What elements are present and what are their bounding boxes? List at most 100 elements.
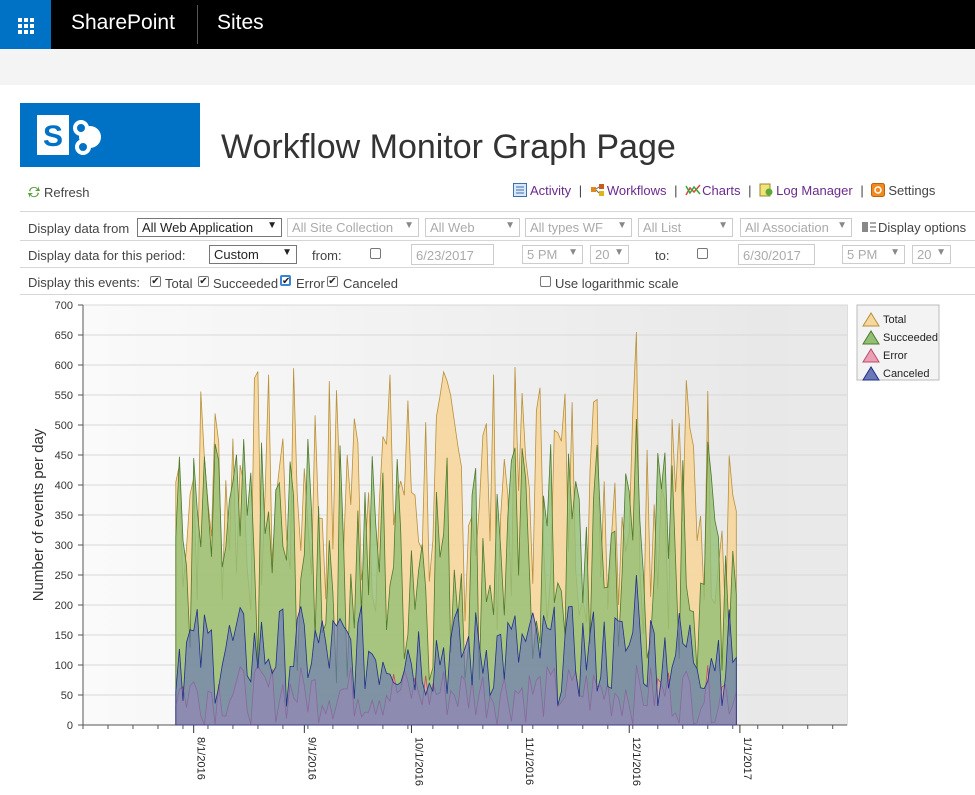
legend-label: Succeeded — [883, 332, 938, 344]
y-tick-label: 400 — [55, 480, 73, 492]
y-tick-label: 200 — [55, 600, 73, 612]
legend-swatch-canceled — [862, 366, 880, 381]
x-tick-label: 1/1/2017 — [741, 737, 753, 780]
to-label: to: — [655, 248, 670, 263]
from-hour-select[interactable]: 5 PM ▼ — [522, 245, 583, 264]
list-value: All List — [643, 220, 682, 235]
web-select[interactable]: All Web ▼ — [425, 218, 520, 237]
display-options-icon — [861, 220, 876, 234]
nav-separator: | — [748, 183, 752, 198]
y-tick-label: 600 — [55, 360, 73, 372]
dropdown-arrow-icon: ▼ — [718, 220, 728, 231]
from-minute-select[interactable]: 20 ▼ — [590, 245, 629, 264]
dropdown-arrow-icon: ▼ — [837, 220, 847, 231]
period-select[interactable]: Custom ▼ — [209, 245, 297, 264]
divider — [20, 211, 975, 212]
list-select[interactable]: All List ▼ — [638, 218, 733, 237]
y-tick-label: 350 — [55, 510, 73, 522]
y-tick-label: 700 — [55, 300, 73, 312]
legend-label: Error — [883, 350, 908, 362]
error-checkbox[interactable]: ✔ — [280, 275, 291, 287]
legend-label: Canceled — [883, 368, 929, 380]
dropdown-arrow-icon: ▼ — [568, 247, 578, 258]
display-options-label: Display options — [878, 220, 967, 235]
dropdown-arrow-icon: ▼ — [282, 247, 292, 258]
total-checkbox[interactable]: ✔ — [150, 276, 161, 287]
sharepoint-logo[interactable]: S — [20, 103, 200, 167]
from-checkbox[interactable] — [370, 248, 381, 259]
site-collection-select[interactable]: All Site Collection ▼ — [287, 218, 419, 237]
series-canceled-area — [175, 574, 737, 726]
suite-bar: SharePoint Sites — [0, 0, 975, 49]
x-tick-label: 10/1/2016 — [412, 737, 424, 786]
from-date-value: 6/23/2017 — [416, 248, 474, 263]
period-label: Display data for this period: — [28, 248, 186, 263]
from-hour-value: 5 PM — [527, 247, 558, 262]
dropdown-arrow-icon: ▼ — [505, 220, 515, 231]
y-tick-label: 300 — [55, 540, 73, 552]
events-label: Display this events: — [28, 275, 140, 290]
log-scale-checkbox[interactable] — [540, 276, 551, 287]
dropdown-arrow-icon: ▼ — [890, 247, 900, 258]
to-date-value: 6/30/2017 — [743, 248, 801, 263]
nav-settings[interactable]: Settings — [888, 183, 936, 198]
web-application-value: All Web Application — [142, 220, 254, 235]
display-options-button[interactable]: Display options — [861, 220, 966, 235]
log-manager-icon — [759, 183, 773, 197]
association-select[interactable]: All Association ▼ — [740, 218, 852, 237]
nav-charts[interactable]: Charts — [702, 183, 741, 198]
y-tick-label: 650 — [55, 330, 73, 342]
suite-sites-link[interactable]: Sites — [217, 11, 264, 34]
y-tick-label: 100 — [55, 660, 73, 672]
x-tick-label: 8/1/2016 — [195, 737, 207, 780]
nav-separator: | — [860, 183, 864, 198]
legend-swatch-succeeded — [862, 330, 880, 345]
canceled-checkbox[interactable]: ✔ — [327, 276, 338, 287]
error-checkbox-label: Error — [296, 276, 325, 291]
from-date-input[interactable]: 6/23/2017 — [411, 244, 494, 265]
legend-label: Total — [883, 314, 906, 326]
activity-icon — [513, 183, 527, 197]
to-date-input[interactable]: 6/30/2017 — [738, 244, 815, 265]
nav-separator: | — [578, 183, 583, 198]
succeeded-checkbox[interactable]: ✔ — [198, 276, 209, 287]
refresh-icon — [27, 185, 41, 199]
display-from-label: Display data from — [28, 221, 130, 236]
ribbon-bar — [0, 49, 975, 85]
y-axis-label: Number of events per day — [30, 428, 47, 601]
dropdown-arrow-icon: ▼ — [936, 247, 946, 258]
y-tick-label: 150 — [55, 630, 73, 642]
to-minute-select[interactable]: 20 ▼ — [912, 245, 951, 264]
nav-activity[interactable]: Activity — [530, 183, 572, 198]
web-application-select[interactable]: All Web Application ▼ — [137, 218, 282, 237]
to-checkbox[interactable] — [697, 248, 708, 259]
canceled-checkbox-label: Canceled — [343, 276, 398, 291]
site-collection-value: All Site Collection — [292, 220, 394, 235]
refresh-label: Refresh — [44, 185, 90, 200]
suite-brand[interactable]: SharePoint — [71, 11, 175, 34]
x-tick-label: 11/1/2016 — [523, 737, 535, 785]
dropdown-arrow-icon: ▼ — [614, 247, 624, 258]
y-tick-label: 450 — [55, 450, 73, 462]
from-label: from: — [312, 248, 342, 263]
svg-text:S: S — [43, 120, 63, 153]
refresh-button[interactable]: Refresh — [27, 185, 90, 200]
x-tick-label: 12/1/2016 — [630, 737, 642, 786]
types-select[interactable]: All types WF ▼ — [525, 218, 632, 237]
divider — [20, 240, 975, 241]
nav-separator: | — [674, 183, 678, 198]
suite-divider — [197, 5, 198, 44]
types-value: All types WF — [530, 220, 603, 235]
app-launcher-icon[interactable] — [0, 0, 51, 49]
divider — [20, 294, 975, 295]
nav-log-manager[interactable]: Log Manager — [776, 183, 853, 198]
period-value: Custom — [214, 247, 259, 262]
y-tick-label: 250 — [55, 570, 73, 582]
association-value: All Association — [745, 220, 829, 235]
to-hour-select[interactable]: 5 PM ▼ — [842, 245, 905, 264]
nav-workflows[interactable]: Workflows — [606, 183, 667, 198]
total-checkbox-label: Total — [165, 276, 193, 291]
events-chart: 0 50 100 150 200 250 300 350 400 450 500 550 600 650 7… — [30, 300, 940, 786]
settings-icon — [871, 183, 886, 197]
y-tick-label: 0 — [67, 720, 73, 732]
